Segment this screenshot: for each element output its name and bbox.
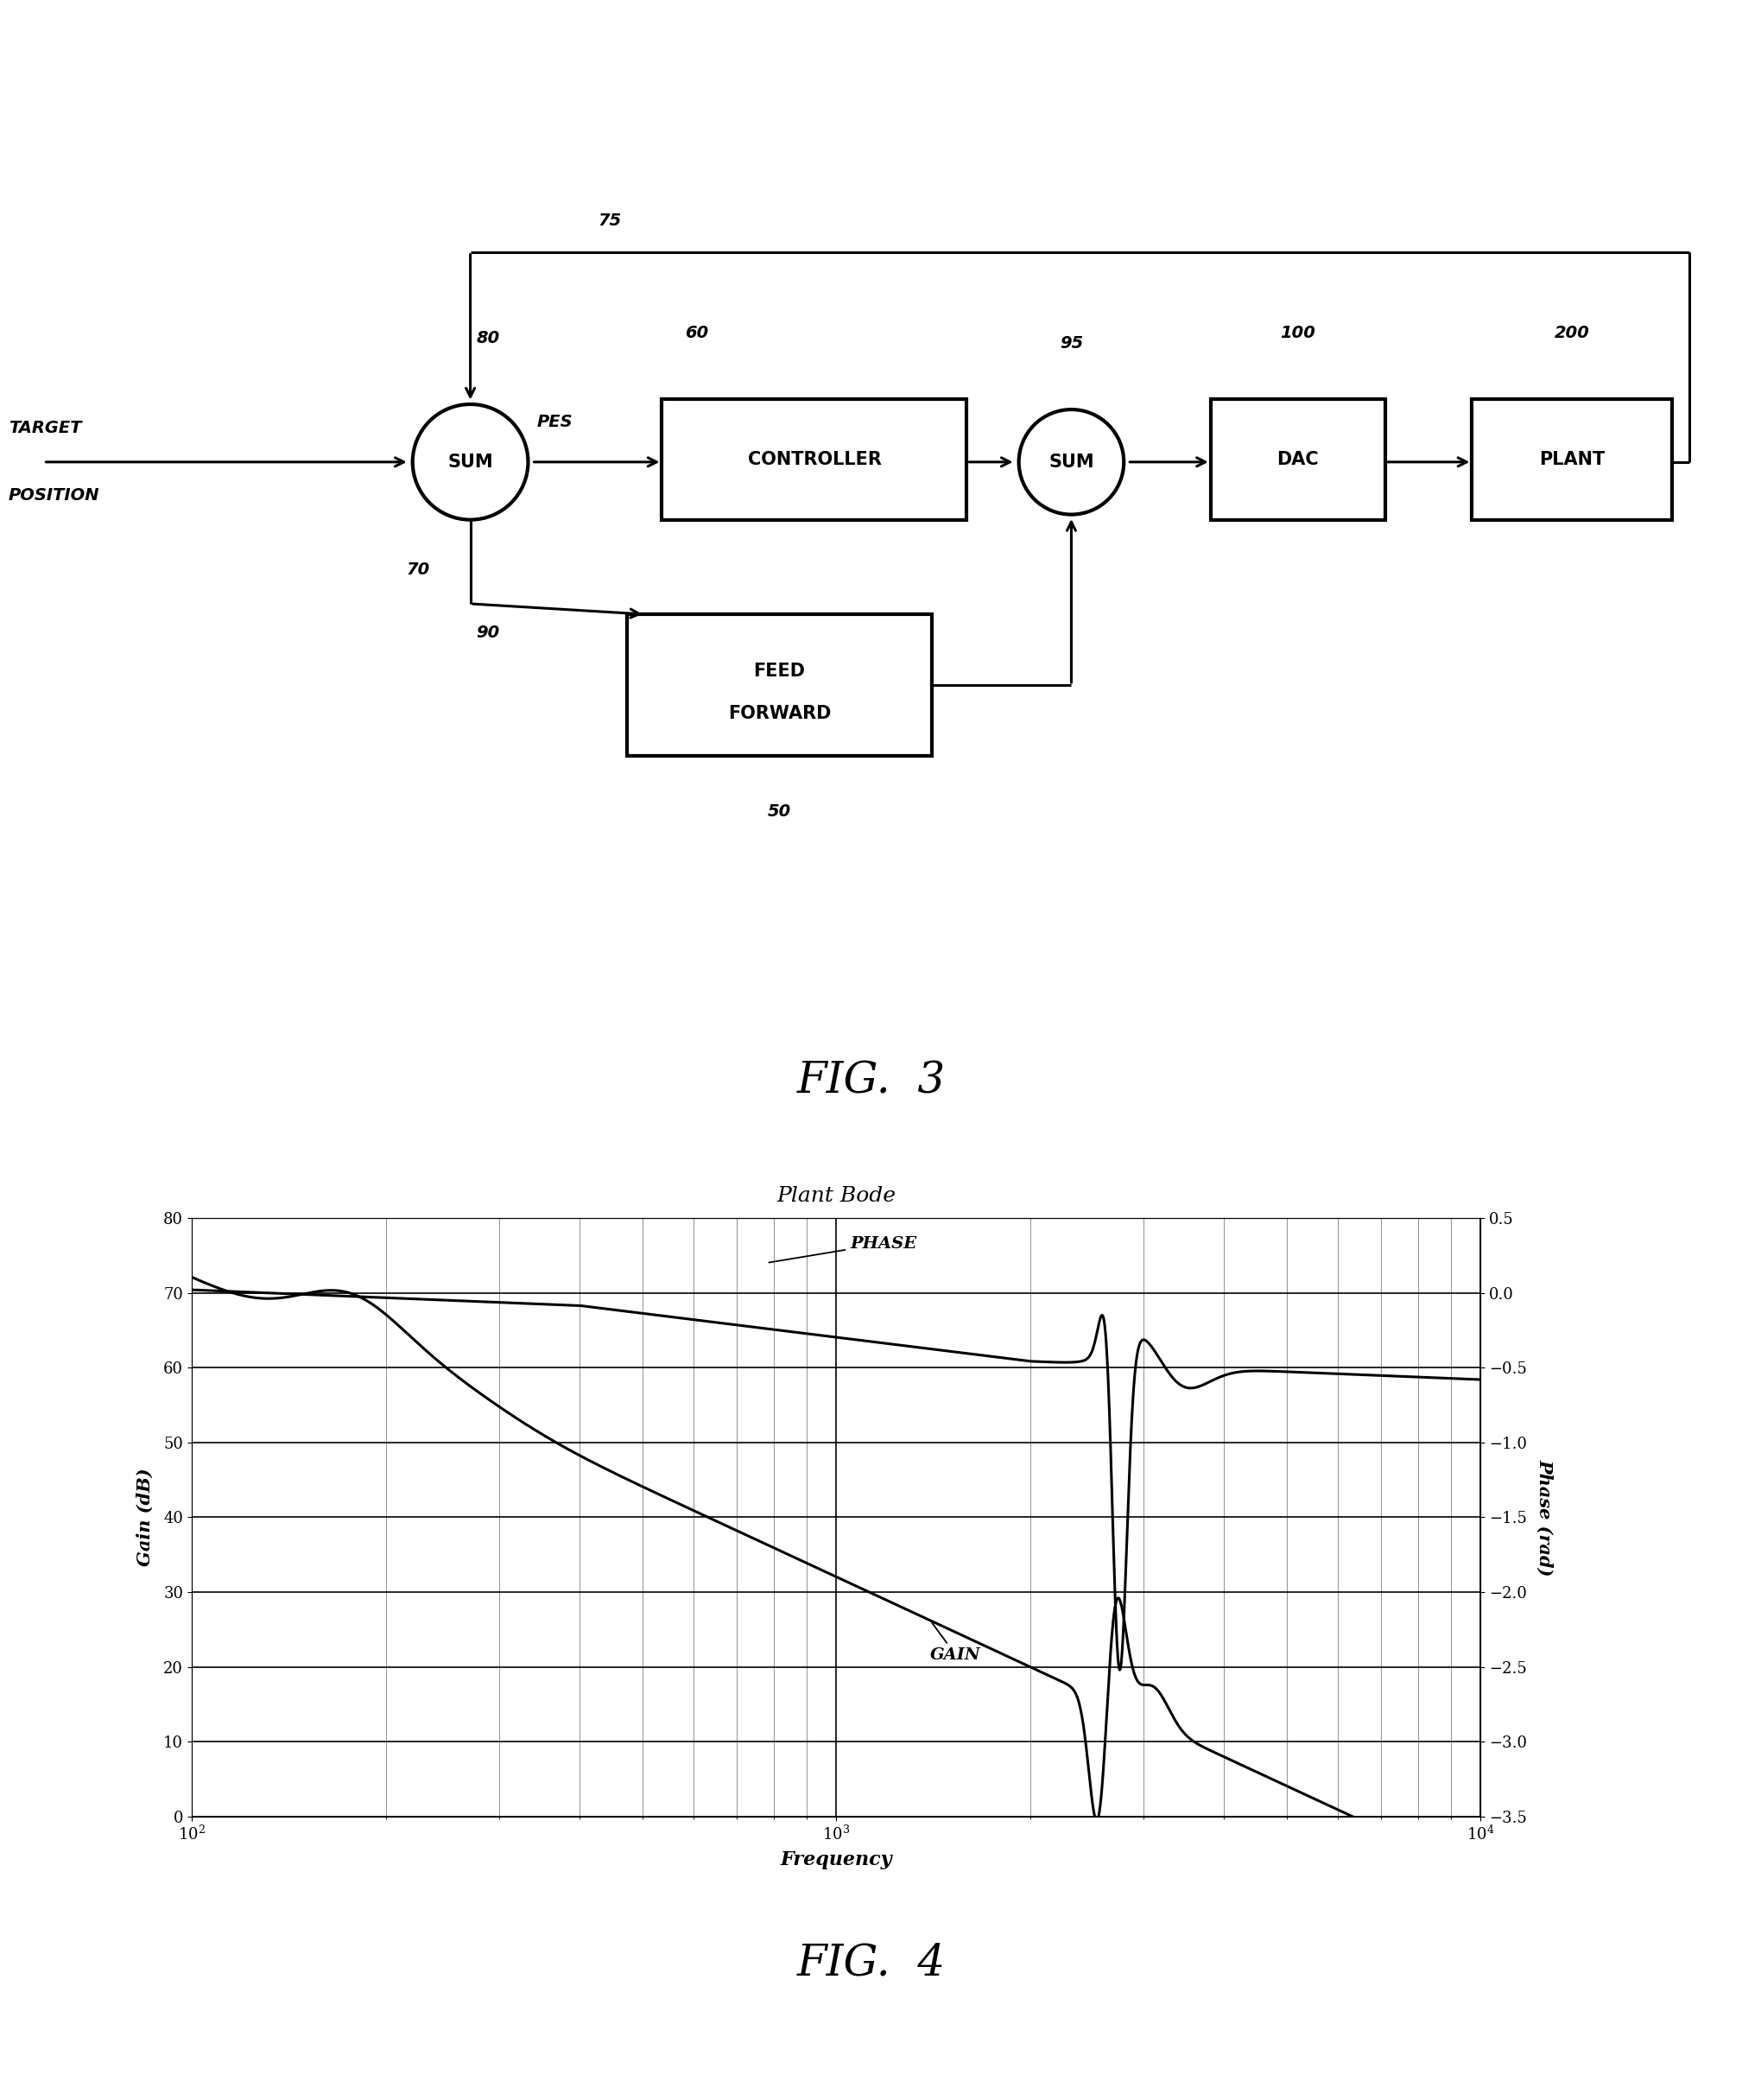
Text: 60: 60 — [685, 326, 709, 342]
Text: 90: 90 — [476, 626, 500, 640]
Text: 50: 50 — [768, 802, 791, 819]
Text: CONTROLLER: CONTROLLER — [747, 452, 881, 468]
Text: PHASE: PHASE — [768, 1235, 916, 1262]
Text: SUM: SUM — [1049, 454, 1094, 470]
Text: 200: 200 — [1554, 326, 1590, 342]
Text: FIG.  3: FIG. 3 — [796, 1060, 946, 1102]
Text: PLANT: PLANT — [1540, 452, 1604, 468]
Text: SUM: SUM — [448, 454, 493, 470]
Text: 95: 95 — [1059, 336, 1084, 351]
Bar — [627, 613, 932, 756]
X-axis label: Frequency: Frequency — [780, 1850, 892, 1869]
Text: FIG.  4: FIG. 4 — [796, 1943, 946, 1984]
Y-axis label: Gain (dB): Gain (dB) — [136, 1468, 153, 1567]
Text: TARGET: TARGET — [9, 420, 82, 437]
Text: DAC: DAC — [1277, 452, 1319, 468]
Bar — [662, 399, 967, 521]
Text: PES: PES — [537, 414, 573, 430]
Text: 100: 100 — [1280, 326, 1315, 342]
Bar — [1211, 399, 1385, 521]
Y-axis label: Phase (rad): Phase (rad) — [1536, 1460, 1554, 1575]
Text: 80: 80 — [476, 330, 500, 347]
Bar — [1472, 399, 1672, 521]
Title: Plant Bode: Plant Bode — [777, 1186, 895, 1205]
Text: FEED: FEED — [754, 662, 805, 680]
Text: GAIN: GAIN — [930, 1623, 981, 1663]
Text: 70: 70 — [406, 563, 430, 578]
Text: 75: 75 — [598, 212, 622, 229]
Text: POSITION: POSITION — [9, 487, 99, 504]
Text: FORWARD: FORWARD — [728, 706, 831, 722]
